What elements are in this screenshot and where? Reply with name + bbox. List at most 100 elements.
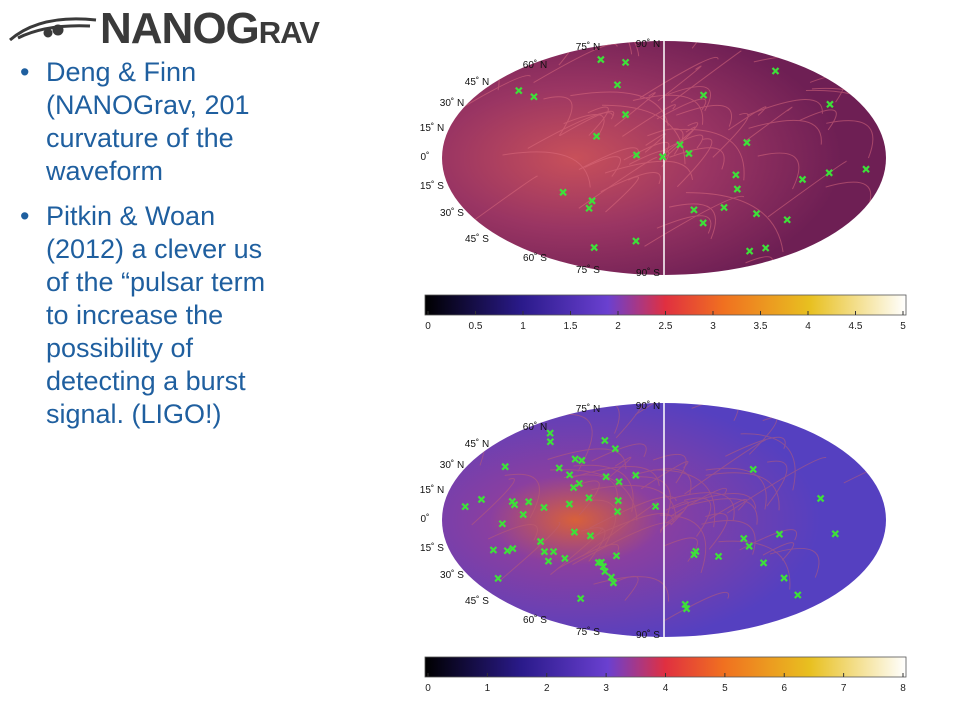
pulsar-marker	[658, 153, 667, 161]
pulsar-marker	[613, 81, 622, 89]
texture-line	[464, 175, 538, 228]
pulsar-marker	[509, 544, 517, 553]
pulsar-marker	[612, 551, 621, 560]
texture-line	[498, 522, 561, 582]
pulsar-marker	[549, 547, 558, 556]
texture-line	[589, 496, 677, 529]
colorbar-tick-label: 5	[900, 321, 906, 332]
pulsar-marker	[461, 502, 469, 511]
texture-line	[572, 522, 673, 566]
texture-line	[622, 104, 676, 137]
latitude-label: 15˚ N	[420, 484, 444, 496]
pulsar-marker	[780, 574, 788, 582]
texture-line	[637, 476, 671, 533]
latitude-label: 90˚ S	[636, 267, 660, 279]
pulsar-marker	[590, 243, 598, 252]
latitude-label: 45˚ N	[465, 76, 489, 88]
pulsar-marker	[565, 471, 574, 479]
colorbar-tick-label: 1	[520, 321, 526, 332]
texture-line	[639, 56, 719, 99]
colorbar-tick-label: 3.5	[754, 321, 768, 332]
bullet-line: signal. (LIGO!)	[46, 399, 222, 429]
texture-line	[669, 147, 725, 170]
pulsar-marker	[592, 132, 601, 141]
pulsar-marker	[825, 169, 833, 177]
texture-line	[584, 156, 622, 177]
colorbar-tick-label: 2.5	[659, 321, 673, 332]
colorbar-tick-label: 4	[805, 321, 811, 332]
texture-line	[762, 542, 795, 561]
texture-line	[712, 113, 749, 158]
texture-line	[570, 91, 669, 126]
texture-line	[656, 98, 707, 120]
pulsar-marker	[771, 67, 780, 75]
texture-line	[769, 547, 820, 578]
latitude-label: 75˚ S	[576, 626, 600, 638]
pulsar-marker	[714, 552, 723, 561]
texture-line	[565, 413, 593, 472]
pulsar-marker	[761, 244, 770, 252]
latitude-label: 15˚ N	[420, 122, 444, 134]
texture-line	[604, 160, 693, 180]
latitude-label: 90˚ N	[636, 38, 660, 50]
texture-line	[652, 469, 716, 528]
texture-line	[573, 464, 634, 512]
texture-line	[684, 439, 767, 495]
colorbar-tick-label: 4	[663, 683, 669, 694]
texture-line	[550, 469, 638, 521]
pulsar-marker	[699, 91, 708, 99]
texture-line	[547, 448, 627, 470]
texture-line	[740, 433, 796, 491]
pulsar-marker	[733, 185, 742, 193]
bullet-line: possibility of	[46, 333, 194, 363]
pulsar-marker	[519, 510, 528, 519]
texture-line	[674, 128, 745, 181]
texture-line	[538, 41, 633, 55]
texture-line	[725, 436, 786, 457]
colorbar-tick-label: 1.5	[564, 321, 578, 332]
latitude-label: 15˚ S	[420, 180, 444, 192]
bullet-line: (NANOGrav, 201	[46, 90, 250, 120]
texture-line	[471, 478, 515, 526]
pulsar-marker	[599, 562, 608, 571]
bullet-line: of the “pulsar term	[46, 267, 266, 297]
pulsar-marker	[632, 237, 640, 245]
pulsar-marker	[745, 542, 753, 550]
pulsar-marker	[555, 464, 564, 472]
pulsar-marker	[577, 456, 586, 465]
logo-icon	[9, 17, 97, 42]
pulsar-marker	[571, 455, 579, 463]
texture-line	[664, 591, 730, 621]
bullet-line: Deng & Finn	[46, 57, 197, 87]
pulsar-marker	[540, 547, 549, 556]
texture-line	[502, 151, 591, 188]
texture-line	[683, 497, 712, 537]
texture-line	[799, 109, 837, 131]
latitude-label: 15˚ S	[420, 542, 444, 554]
pulsar-marker	[794, 591, 802, 599]
pulsar-marker	[798, 175, 807, 184]
texture-line	[558, 41, 581, 66]
texture-line	[504, 473, 540, 519]
colorbar-tick-label: 5	[722, 683, 728, 694]
latitude-label: 30˚ S	[440, 207, 464, 219]
texture-line	[826, 120, 874, 159]
texture-line	[656, 215, 712, 234]
colorbar-tick-label: 7	[841, 683, 847, 694]
pulsar-marker	[614, 496, 623, 505]
pulsar-marker	[607, 573, 616, 581]
pulsar-marker	[632, 471, 640, 479]
texture-line	[571, 465, 660, 486]
pulsar-marker	[759, 559, 768, 567]
pulsar-marker	[576, 594, 585, 603]
texture-line	[634, 403, 708, 416]
latitude-label: 75˚ N	[576, 41, 600, 53]
texture-line	[628, 150, 670, 168]
texture-line	[687, 498, 758, 525]
colorbar-tick-label: 2	[544, 683, 550, 694]
pulsar-marker	[745, 247, 754, 255]
texture-line	[746, 99, 823, 116]
latitude-label: 30˚ N	[440, 97, 464, 109]
